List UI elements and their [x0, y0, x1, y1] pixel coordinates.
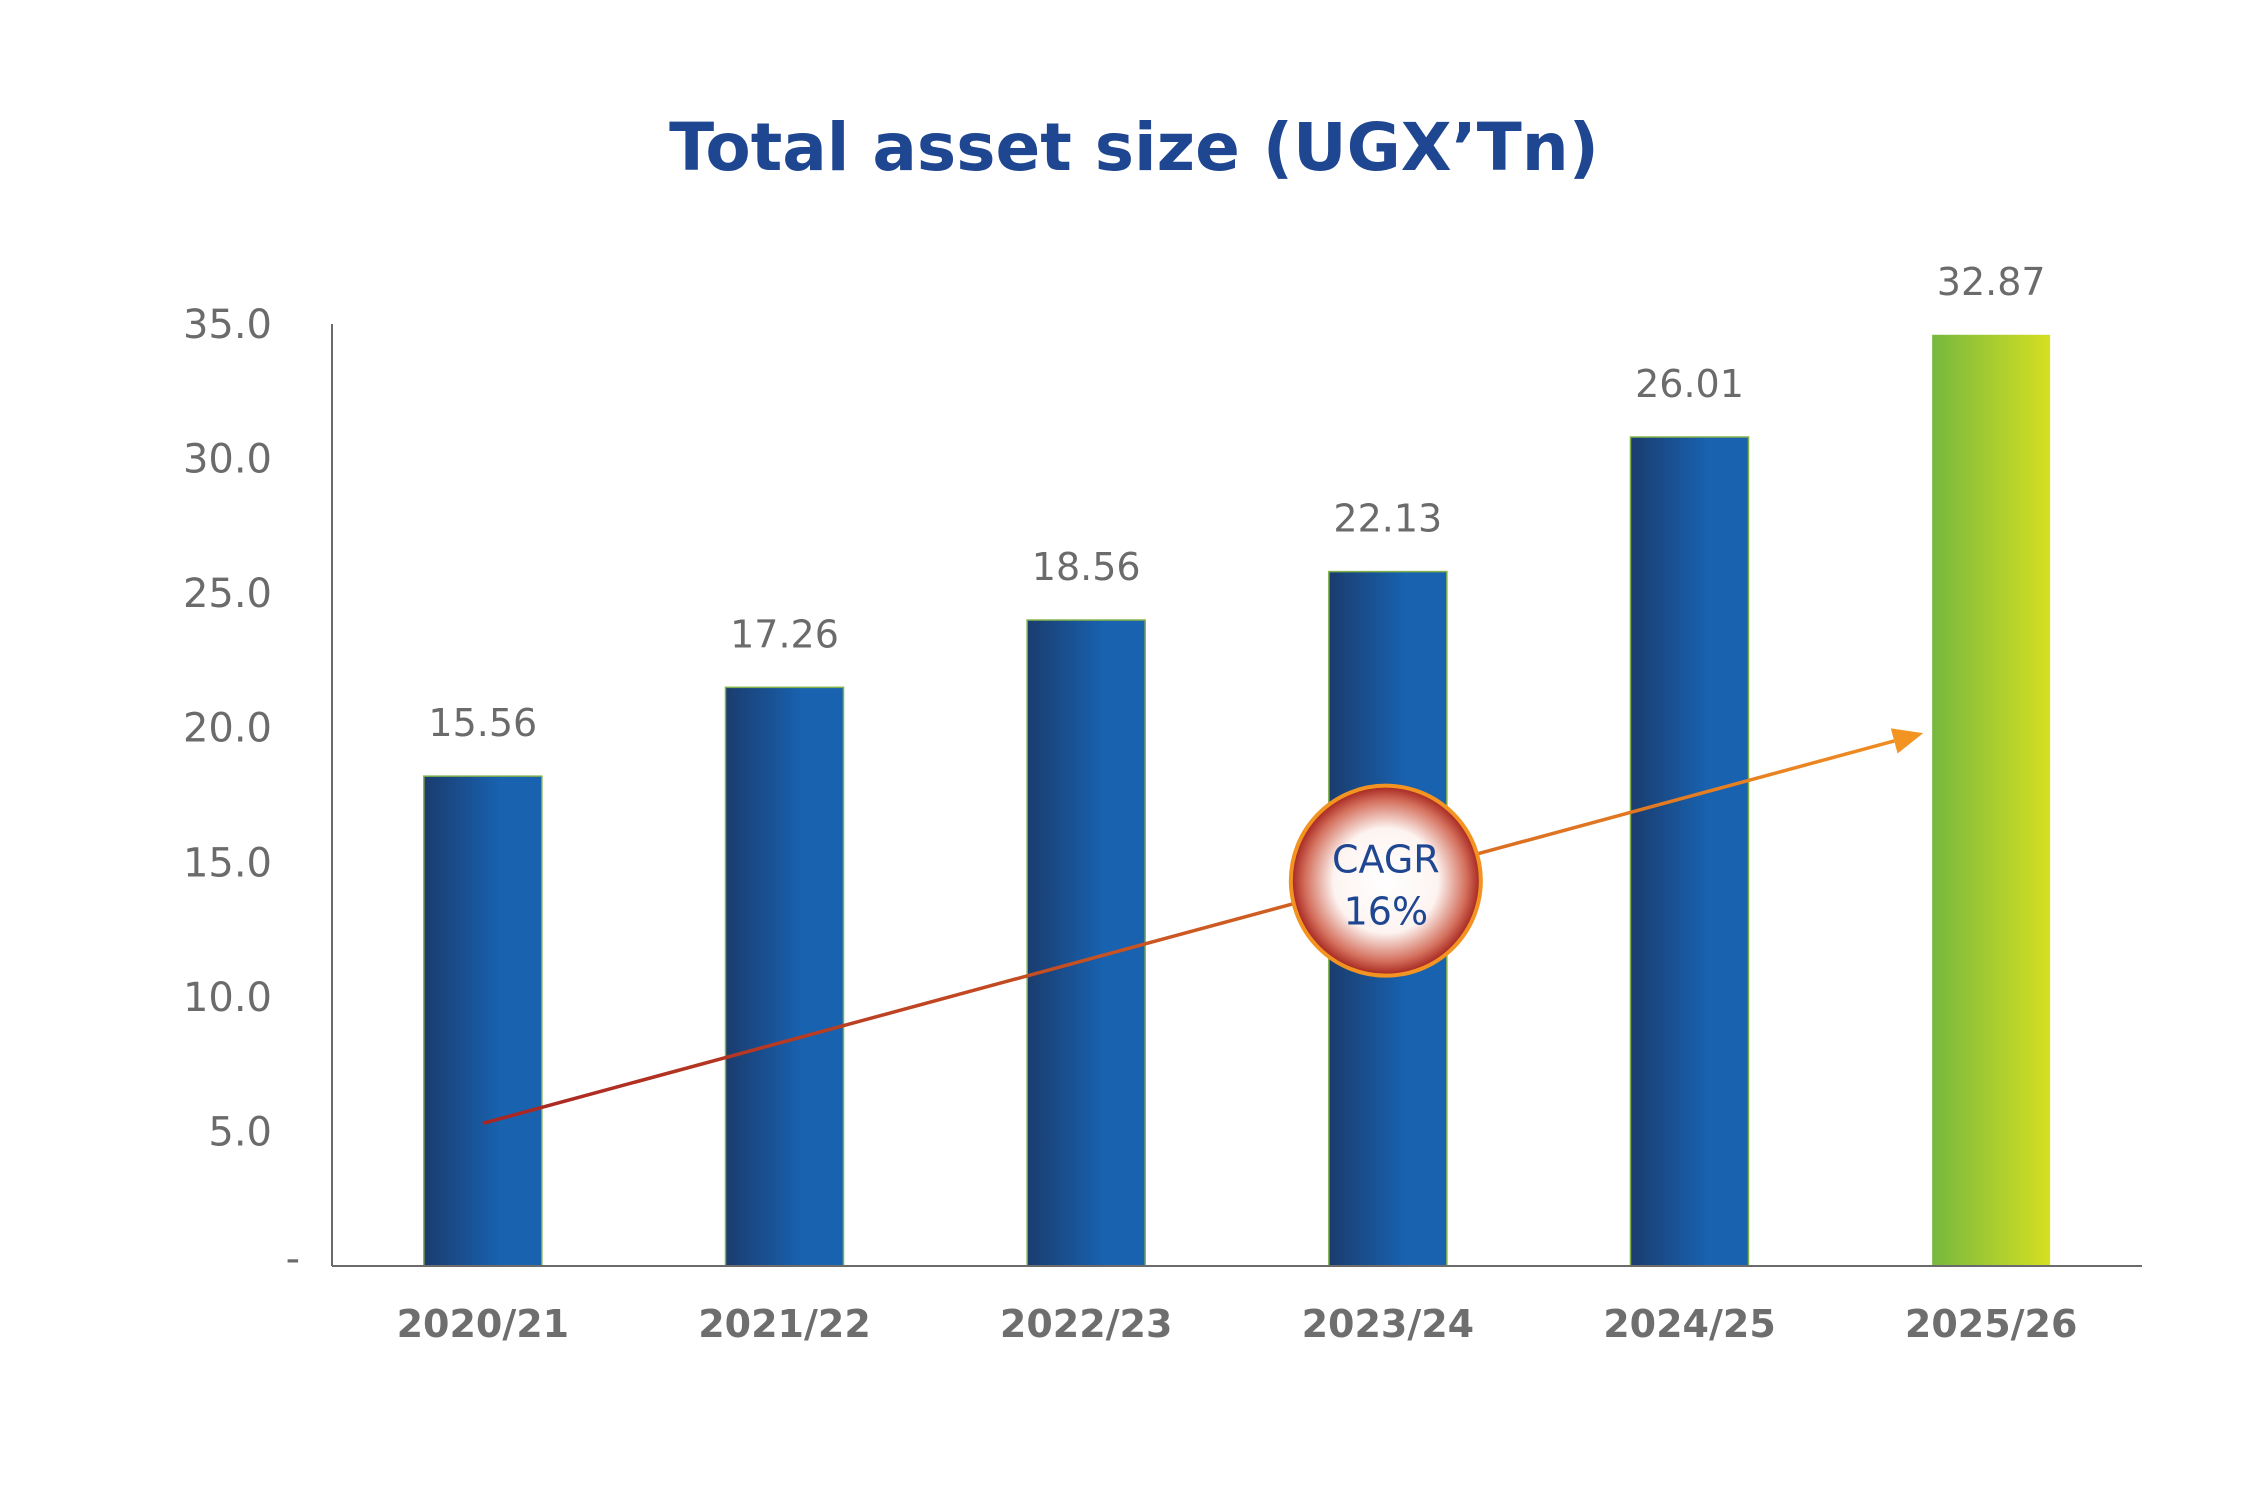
bar — [423, 775, 543, 1267]
x-axis-ticks: 2020/21 2021/22 2022/23 2023/24 2024/25 2025/… — [397, 1302, 2078, 1346]
y-tick-label: 35.0 — [183, 302, 272, 348]
x-tick-label: 2020/21 — [397, 1302, 570, 1346]
y-tick-label: 30.0 — [183, 437, 272, 483]
x-tick-label: 2023/24 — [1302, 1302, 1475, 1346]
y-tick-label: 5.0 — [208, 1109, 272, 1155]
trend-arrow-line — [482, 739, 1895, 1126]
x-tick-label: 2022/23 — [1000, 1302, 1173, 1346]
cagr-annotation: CAGR 16% — [482, 728, 1924, 1126]
x-tick-label: 2021/22 — [698, 1302, 871, 1346]
data-label: 18.56 — [1032, 545, 1141, 589]
data-label: 15.56 — [428, 701, 537, 745]
y-tick-label: 25.0 — [183, 571, 272, 617]
cagr-label: CAGR — [1332, 838, 1440, 882]
bar — [1026, 619, 1146, 1267]
data-label: 32.87 — [1937, 260, 2046, 304]
chart-title: Total asset size (UGX’Tn) — [669, 109, 1599, 186]
data-label: 22.13 — [1333, 497, 1442, 541]
data-label: 17.26 — [730, 612, 839, 656]
cagr-value: 16% — [1344, 890, 1428, 934]
data-label: 26.01 — [1635, 362, 1744, 406]
bars — [423, 334, 2051, 1267]
cagr-badge — [1288, 783, 1483, 978]
x-tick-label: 2024/25 — [1603, 1302, 1776, 1346]
y-tick-label: 10.0 — [183, 975, 272, 1021]
bar-highlight — [1932, 334, 2051, 1266]
y-tick-label: 15.0 — [183, 840, 272, 886]
bar — [724, 686, 845, 1267]
y-tick-label: - — [286, 1236, 300, 1282]
y-axis-ticks: - 5.0 10.0 15.0 20.0 25.0 30.0 35.0 — [183, 302, 300, 1282]
trend-arrow-head — [1890, 728, 1924, 754]
y-tick-label: 20.0 — [183, 706, 272, 752]
data-labels: 15.56 17.26 18.56 22.13 26.01 32.87 — [428, 260, 2045, 745]
bar — [1629, 436, 1750, 1267]
x-tick-label: 2025/26 — [1905, 1302, 2078, 1346]
